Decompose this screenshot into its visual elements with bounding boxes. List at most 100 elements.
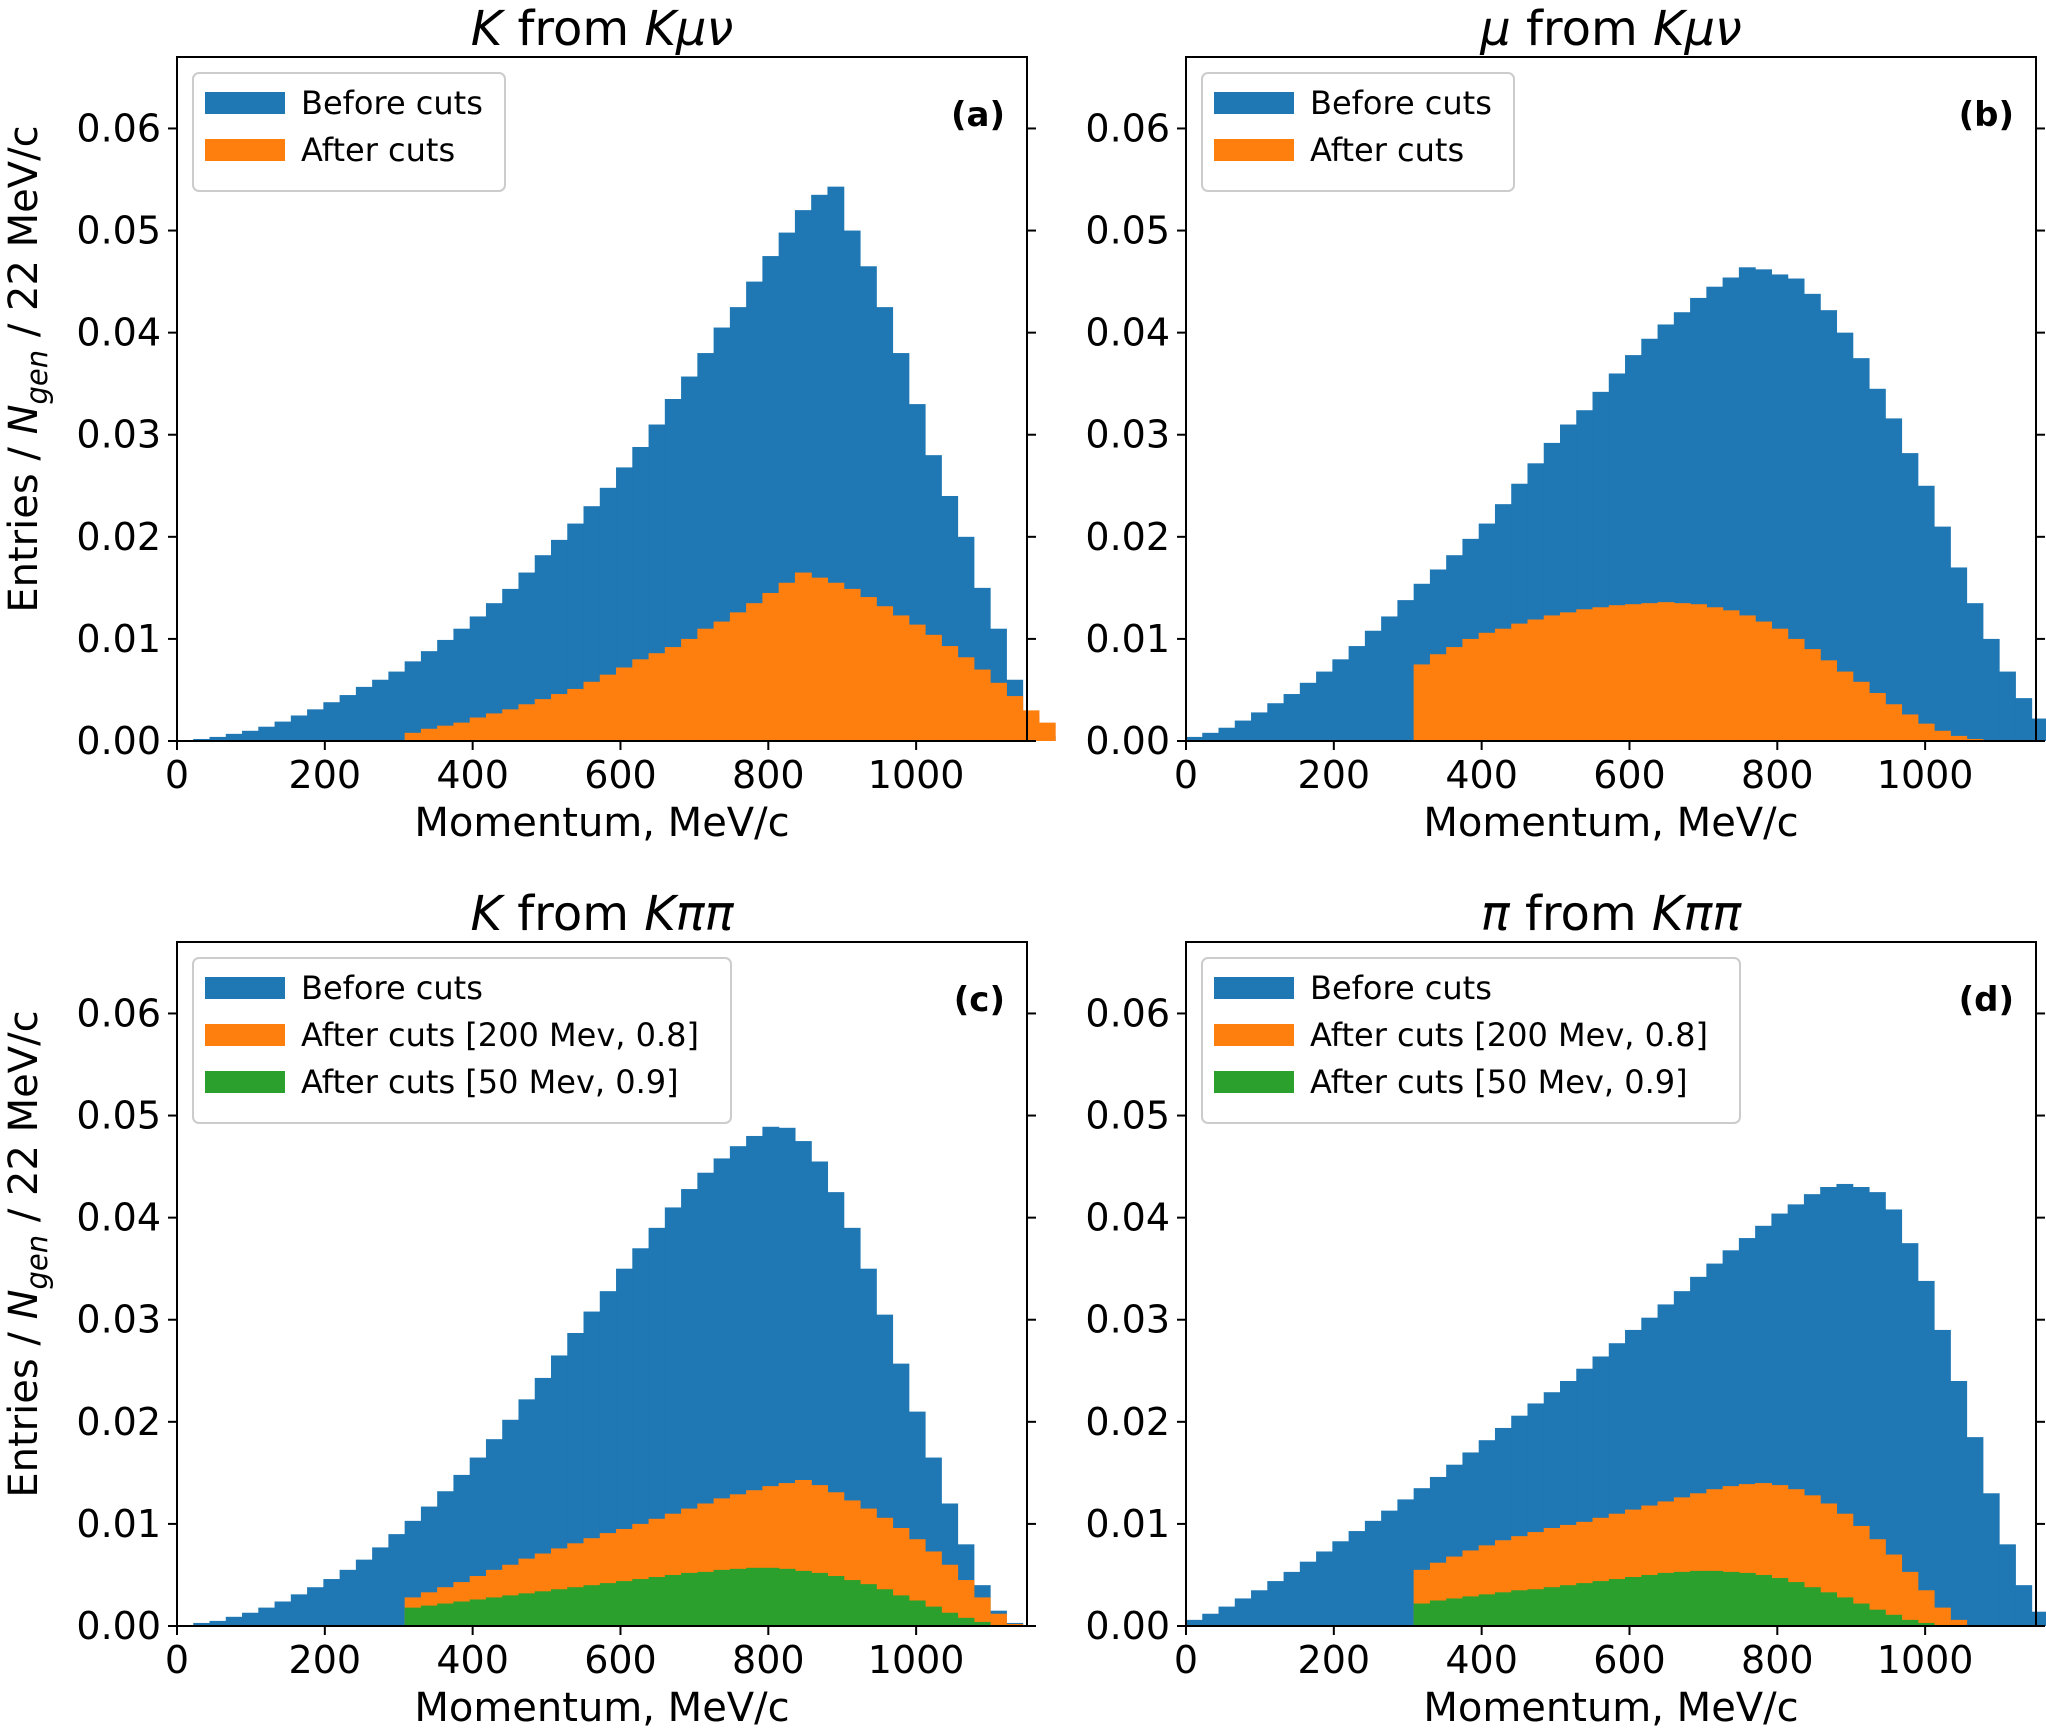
histogram-bar — [388, 671, 406, 741]
histogram-bar — [1267, 703, 1285, 741]
y-tick-label: 0.04 — [1085, 311, 1170, 355]
histogram-bar — [599, 674, 617, 741]
y-label-subscript: gen — [20, 1235, 54, 1290]
histogram-bar — [355, 686, 373, 741]
histogram-bar — [1755, 621, 1772, 741]
histogram-bar — [1917, 485, 1935, 741]
histogram-bar — [307, 1587, 324, 1626]
histogram-bar — [437, 725, 455, 741]
legend-swatch — [1214, 139, 1294, 161]
legend-swatch — [205, 977, 285, 999]
title-part: K — [471, 1, 506, 57]
x-tick-label: 1000 — [1877, 1638, 1974, 1682]
histogram-bar — [518, 572, 536, 741]
histogram-bar — [193, 738, 211, 741]
histogram-bar — [1950, 1380, 1968, 1626]
histogram-bar — [843, 588, 861, 741]
legend: Before cuts After cuts — [1201, 72, 1515, 192]
histogram-bar — [616, 1581, 633, 1626]
histogram-bar — [258, 1607, 276, 1626]
histogram-bar — [1950, 735, 1968, 741]
x-tick-label: 0 — [165, 753, 189, 797]
histogram-bar — [2031, 1611, 2046, 1626]
y-tick-label: 0.01 — [1085, 1502, 1170, 1546]
histogram-bar — [567, 1587, 585, 1626]
y-tick-label: 0.00 — [1085, 1604, 1170, 1648]
histogram-bar — [225, 1616, 243, 1626]
histogram-bar — [534, 699, 552, 741]
histogram-bar — [1901, 1243, 1919, 1626]
histogram-bar — [518, 1593, 536, 1626]
histogram-bar — [1722, 1571, 1740, 1626]
x-tick-label: 200 — [289, 1638, 362, 1682]
y-label-part: Entries / — [1, 1319, 47, 1497]
title-part: K — [471, 886, 506, 942]
chart-panel: 0.00 0.01 0.02 0.03 0.04 0.05 0.06 0 200 400 600 80… — [1, 1, 1056, 846]
histogram-bar — [908, 1600, 926, 1626]
y-tick-label: 0.05 — [1085, 209, 1170, 253]
y-tick-label: 0.00 — [76, 1604, 161, 1648]
histogram-bar — [1852, 1187, 1870, 1626]
legend-label: After cuts — [301, 131, 455, 169]
x-tick-label: 800 — [1741, 753, 1814, 797]
y-axis-label: Entries / Ngen / 22 MeV/c — [1, 125, 54, 612]
y-tick-label: 0.01 — [76, 1502, 161, 1546]
histogram-bar — [1966, 1437, 1984, 1626]
x-tick-label: 400 — [436, 753, 509, 797]
histogram-bar — [1543, 1587, 1561, 1626]
histogram-bar — [1885, 1614, 1903, 1626]
histogram-bar — [1820, 310, 1838, 741]
histogram-bar — [941, 1612, 959, 1626]
histogram-bar — [1917, 1622, 1935, 1626]
histogram-bar — [1917, 723, 1935, 741]
histogram-bar — [1283, 1571, 1301, 1626]
x-tick-label: 0 — [1174, 1638, 1198, 1682]
x-tick-label: 400 — [436, 1638, 509, 1682]
histogram-bar — [1299, 682, 1317, 741]
legend-label: After cuts [200 Mev, 0.8] — [301, 1016, 699, 1054]
histogram-bar — [567, 688, 585, 741]
histogram-bar — [1966, 603, 1984, 741]
histogram-bar — [1803, 1587, 1821, 1626]
title-part: from — [1510, 886, 1652, 942]
histogram-bar — [1478, 1594, 1496, 1626]
chart-panel: 0.00 0.01 0.02 0.03 0.04 0.05 0.06 0 200 400 600 80… — [1, 886, 1036, 1731]
histogram-bar — [1836, 332, 1854, 741]
histogram-bar — [1186, 1619, 1203, 1626]
histogram-bar — [925, 634, 942, 741]
histogram-bar — [794, 1570, 812, 1626]
histogram-bar — [778, 1568, 796, 1626]
histogram-bar — [794, 572, 812, 741]
histogram-bar — [1316, 1551, 1333, 1626]
histogram-bar — [1706, 607, 1724, 741]
panel-label: (d) — [1959, 980, 2014, 1020]
legend-swatch — [1214, 92, 1294, 114]
legend-swatch — [1214, 1024, 1294, 1046]
histogram-bar — [1868, 1539, 1886, 1626]
histogram-bar — [339, 1569, 357, 1626]
histogram-bar — [290, 715, 308, 741]
y-tick-label: 0.05 — [1085, 1094, 1170, 1138]
histogram-bar — [1836, 671, 1854, 741]
histogram-bar — [1202, 732, 1220, 741]
histogram-bar — [990, 1613, 1007, 1626]
histogram-bar — [469, 717, 487, 741]
histogram-bar — [1706, 1570, 1724, 1626]
histogram-bar — [534, 1591, 552, 1626]
histogram-series — [1413, 602, 1984, 741]
histogram-bar — [1462, 1596, 1480, 1626]
histogram-bar — [1787, 1582, 1805, 1626]
histogram-bar — [485, 713, 503, 741]
histogram-bar — [1625, 1577, 1642, 1626]
histogram-bar — [811, 1572, 829, 1626]
panel-label: (b) — [1959, 95, 2014, 135]
histogram-series — [404, 572, 1056, 741]
histogram-bar — [1803, 293, 1821, 741]
x-tick-label: 600 — [1593, 1638, 1666, 1682]
legend-label: After cuts — [1310, 131, 1464, 169]
histogram-bar — [1251, 1590, 1268, 1626]
plot-frame — [176, 56, 1028, 742]
histogram-bar — [616, 667, 633, 741]
histogram-bar — [1738, 1572, 1756, 1626]
histogram-bar — [859, 1584, 877, 1626]
